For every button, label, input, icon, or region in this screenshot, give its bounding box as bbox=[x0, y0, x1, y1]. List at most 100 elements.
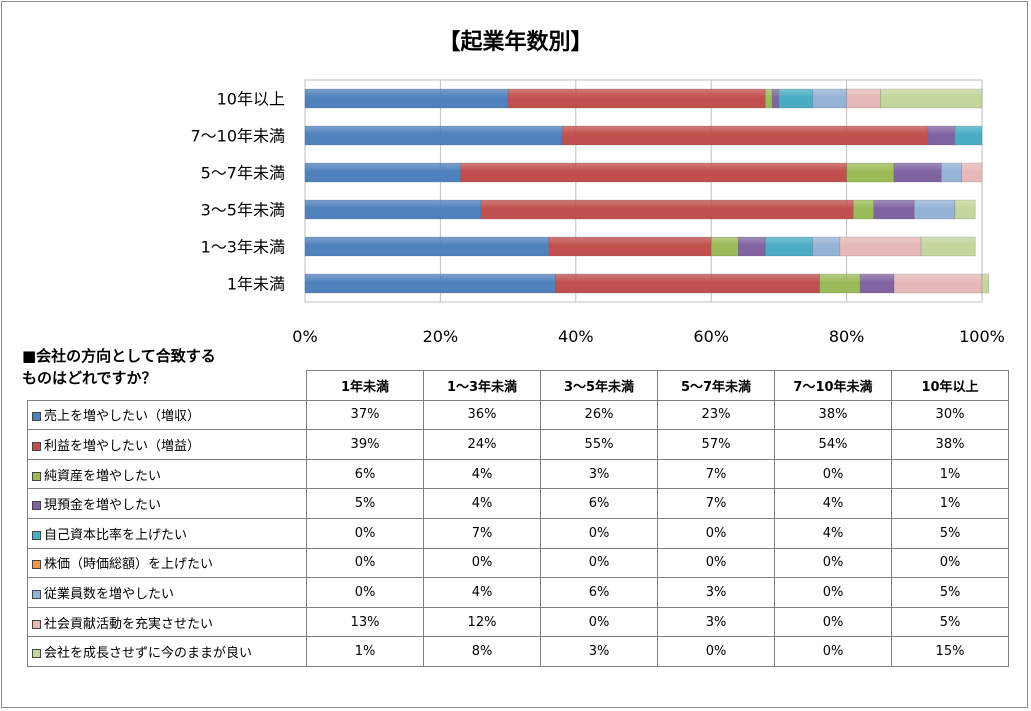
column-header: 10年以上 bbox=[891, 370, 1009, 401]
bar-segment bbox=[304, 125, 563, 146]
table-cell: 0% bbox=[774, 577, 892, 608]
table-cell: 0% bbox=[891, 547, 1009, 579]
bar-segment bbox=[561, 125, 929, 146]
table-cell: 7% bbox=[423, 517, 541, 549]
table-cell: 24% bbox=[423, 429, 541, 460]
bar-segment bbox=[304, 273, 556, 294]
table-cell: 0% bbox=[657, 517, 775, 549]
category-label: 10年以上 bbox=[217, 90, 285, 109]
row-label-text: 純資産を増やしたい bbox=[44, 468, 162, 484]
table-cell: 5% bbox=[306, 488, 424, 519]
stacked-bar-chart: 0% 20% 40% 60% 80% 100% 1年未満 1〜3年未満 3〜5年未満 5〜7年未満… bbox=[190, 79, 1005, 346]
x-tick-label: 100% bbox=[959, 327, 1005, 346]
table-cell: 57% bbox=[657, 429, 775, 460]
bar-segment bbox=[839, 236, 922, 257]
table-cell: 13% bbox=[306, 606, 424, 638]
bar-segment bbox=[304, 88, 509, 109]
table-cell: 0% bbox=[423, 547, 541, 579]
header-blank bbox=[27, 370, 307, 401]
row-label: 純資産を増やしたい bbox=[27, 458, 307, 490]
table-cell: 4% bbox=[774, 488, 892, 519]
table-cell: 38% bbox=[891, 429, 1009, 460]
table-cell: 38% bbox=[774, 399, 892, 431]
bar-segment bbox=[737, 236, 766, 257]
bar-segment bbox=[710, 236, 739, 257]
table-cell: 0% bbox=[774, 606, 892, 638]
table-row: 会社を成長させずに今のままが良い 1% 8% 3% 0% 0% 15% bbox=[27, 636, 1009, 667]
bar-segment bbox=[893, 162, 942, 183]
table-cell: 4% bbox=[423, 577, 541, 608]
bar-segment bbox=[853, 199, 874, 220]
table-cell: 39% bbox=[306, 429, 424, 460]
table-row: 株価（時価総額）を上げたい 0% 0% 0% 0% 0% 0% bbox=[27, 547, 1009, 579]
table-cell: 0% bbox=[657, 636, 775, 667]
table-cell: 37% bbox=[306, 399, 424, 431]
bar-segment bbox=[846, 162, 895, 183]
bar-segment bbox=[941, 162, 962, 183]
bar-segment bbox=[555, 273, 820, 294]
x-tick-label: 80% bbox=[829, 327, 865, 346]
table-cell: 6% bbox=[306, 458, 424, 490]
category-label: 1年未満 bbox=[227, 275, 285, 294]
table-cell: 5% bbox=[891, 577, 1009, 608]
bar-segment bbox=[765, 88, 773, 109]
table-cell: 6% bbox=[540, 488, 658, 519]
row-label: 自己資本比率を上げたい bbox=[27, 517, 307, 549]
table-row: 売上を増やしたい（増収） 37% 36% 26% 23% 38% 30% bbox=[27, 399, 1009, 431]
row-label: 従業員数を増やしたい bbox=[27, 577, 307, 608]
legend-swatch bbox=[32, 441, 41, 451]
column-header: 1年未満 bbox=[306, 370, 424, 401]
table-cell: 3% bbox=[657, 606, 775, 638]
table-cell: 3% bbox=[540, 458, 658, 490]
table-row: 自己資本比率を上げたい 0% 7% 0% 0% 4% 5% bbox=[27, 517, 1009, 549]
bar-segment bbox=[920, 236, 976, 257]
table-cell: 4% bbox=[774, 517, 892, 549]
table-cell: 55% bbox=[540, 429, 658, 460]
bar-segment bbox=[812, 236, 841, 257]
table-cell: 0% bbox=[774, 547, 892, 579]
bar-segment bbox=[304, 199, 482, 220]
bar-segment bbox=[961, 162, 983, 183]
bar-segment bbox=[778, 88, 814, 109]
table-cell: 26% bbox=[540, 399, 658, 431]
bar-segment bbox=[954, 199, 976, 220]
bar-segment bbox=[304, 162, 462, 183]
legend-swatch bbox=[32, 619, 41, 629]
legend-swatch bbox=[32, 530, 41, 540]
question-line-1: ■会社の方向として合致する bbox=[22, 347, 216, 365]
bar-segment bbox=[771, 88, 780, 109]
table-cell: 7% bbox=[657, 488, 775, 519]
bar-segment bbox=[913, 199, 956, 220]
table-cell: 3% bbox=[540, 636, 658, 667]
table-cell: 30% bbox=[891, 399, 1009, 431]
x-tick-label: 20% bbox=[423, 327, 459, 346]
bar-segment bbox=[548, 236, 712, 257]
row-label: 社会貢献活動を充実させたい bbox=[27, 606, 307, 638]
bar-segment bbox=[954, 125, 983, 146]
table-row: 社会貢献活動を充実させたい 13% 12% 0% 3% 0% 5% bbox=[27, 606, 1009, 638]
row-label-text: 会社を成長させずに今のままが良い bbox=[44, 646, 253, 662]
table-cell: 7% bbox=[657, 458, 775, 490]
chart-title: 【起業年数別】 bbox=[438, 30, 593, 55]
row-label-text: 社会貢献活動を充実させたい bbox=[44, 616, 214, 632]
table-cell: 0% bbox=[540, 606, 658, 638]
table-row: 純資産を増やしたい 6% 4% 3% 7% 0% 1% bbox=[27, 458, 1009, 490]
column-header: 7〜10年未満 bbox=[774, 370, 892, 401]
bar-segment bbox=[880, 88, 983, 109]
legend-swatch bbox=[32, 589, 41, 599]
table-cell: 0% bbox=[657, 547, 775, 579]
column-header: 1〜3年未満 bbox=[423, 370, 541, 401]
table-cell: 5% bbox=[891, 606, 1009, 638]
row-label-text: 売上を増やしたい（増収） bbox=[44, 409, 201, 425]
table-cell: 23% bbox=[657, 399, 775, 431]
table-cell: 54% bbox=[774, 429, 892, 460]
bar-segment bbox=[846, 88, 881, 109]
bar-segment bbox=[480, 199, 854, 220]
row-label: 株価（時価総額）を上げたい bbox=[27, 547, 307, 579]
table-cell: 1% bbox=[891, 458, 1009, 490]
row-label: 利益を増やしたい（増益） bbox=[27, 429, 307, 460]
category-label: 5〜7年未満 bbox=[201, 164, 285, 183]
row-label-text: 現預金を増やしたい bbox=[44, 498, 162, 514]
table-cell: 0% bbox=[540, 547, 658, 579]
category-label: 7〜10年未満 bbox=[190, 127, 285, 146]
